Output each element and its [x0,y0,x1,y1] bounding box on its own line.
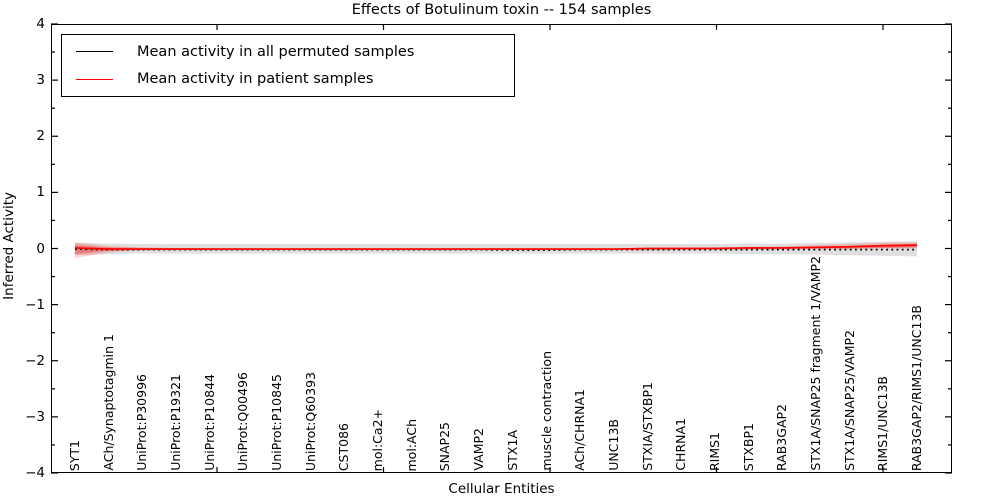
x-tick-label: SYT1 [67,439,82,471]
x-tick-label: STX1A [504,430,520,471]
x-tick-label: UniProt:P19321 [168,374,184,471]
legend-label: Mean activity in patient samples [137,71,374,88]
legend-item-patient: Mean activity in patient samples [62,66,514,92]
y-tick-label: 3 [36,72,45,89]
legend-label: Mean activity in all permuted samples [137,43,415,60]
chart-title: Effects of Botulinum toxin -- 154 sample… [351,2,652,18]
x-tick-label: STX1A/SNAP25 fragment 1/VAMP2 [807,256,823,471]
y-tick-label: 4 [36,16,45,32]
x-tick-label: STXBP1 [740,422,756,471]
legend-item-permuted: Mean activity in all permuted samples [62,39,514,65]
x-tick-label: CST086 [336,422,352,471]
x-tick-label: muscle contraction [538,351,554,471]
legend: Mean activity in all permuted samples Me… [61,34,515,97]
x-tick-label: UniProt:Q00496 [235,371,251,471]
x-tick-label: UniProt:P10845 [269,374,285,471]
x-tick-label: UNC13B [605,419,621,471]
patient-band-outer [75,242,917,259]
x-tick-label: STXIA/STXBP1 [639,382,655,471]
black-line-sample-icon [76,51,113,53]
x-tick-label: RIMS1 [706,431,722,471]
x-tick-label: RIMS1/UNC13B [875,376,891,471]
red-line-sample-icon [76,78,113,80]
x-tick-label: mol:ACh [403,418,419,472]
y-tick-label: 0 [36,240,45,257]
x-tick-label: mol:Ca2+ [370,408,386,471]
y-tick-label: 1 [36,184,45,201]
y-tick-label: −1 [25,296,45,313]
series-patient [74,244,918,250]
x-tick-label: RAB3GAP2/RIMS1/UNC13B [909,304,924,471]
x-tick-label: SNAP25 [437,421,453,471]
x-tick-label: ACh/CHRNA1 [572,389,588,471]
x-tick-label: ACh/Synaptotagmin 1 [100,334,116,471]
x-tick-label: STX1A/SNAP25/VAMP2 [841,330,857,471]
x-tick-label: CHRNA1 [673,418,689,471]
y-tick-label: −3 [25,408,45,425]
y-tick-label: −2 [25,352,45,369]
x-tick-label: RAB3GAP2 [774,404,790,471]
x-tick-label: UniProt:P30996 [134,374,150,471]
y-axis-label: Inferred Activity [1,192,17,300]
y-tick-label: −4 [25,465,45,481]
x-tick-label: VAMP2 [471,428,487,471]
x-tick-label: UniProt:Q60393 [302,371,318,471]
y-tick-label: 2 [36,128,45,145]
x-tick-label: UniProt:P10844 [201,374,217,471]
x-axis-label: Cellular Entities [448,481,555,497]
